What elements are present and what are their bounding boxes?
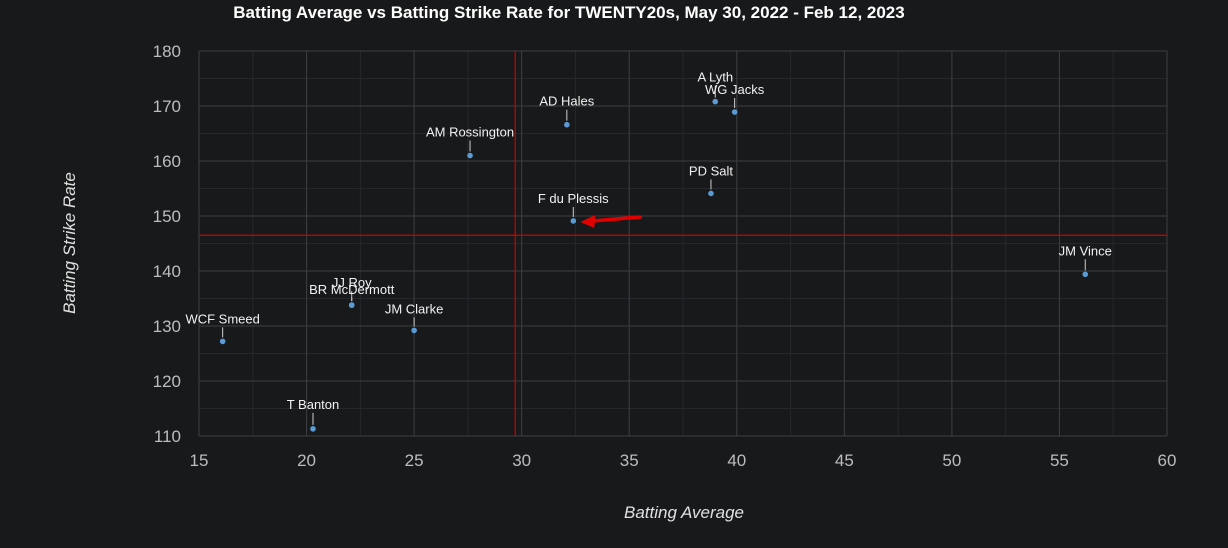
point-label: WG Jacks	[705, 82, 765, 97]
y-tick-label: 160	[153, 152, 181, 171]
point-label: AM Rossington	[426, 125, 514, 140]
data-point	[731, 109, 738, 115]
y-tick-label: 150	[153, 207, 181, 226]
y-tick-label: 170	[153, 97, 181, 116]
y-axis-title: Batting Strike Rate	[60, 172, 79, 314]
point-label: BR McDermott	[309, 282, 395, 297]
axis-ticks: 15 20 25 30 35 40 45 50 55 60 110 120 130 140 150 160 17…	[153, 42, 1177, 470]
y-tick-label: 120	[153, 372, 181, 391]
data-point	[411, 327, 417, 334]
data-point	[310, 426, 316, 432]
major-gridlines	[198, 50, 1168, 437]
x-axis-title: Batting Average	[624, 503, 744, 522]
data-point	[348, 302, 355, 308]
y-tick-label: 110	[154, 427, 181, 446]
reference-lines	[199, 51, 1167, 436]
data-point	[1082, 271, 1089, 278]
y-tick-label: 180	[153, 42, 181, 61]
data-point	[219, 338, 226, 345]
x-tick-label: 15	[190, 451, 209, 470]
x-tick-label: 50	[942, 451, 961, 470]
highlight-arrow	[580, 214, 643, 228]
arrow-head	[580, 214, 596, 228]
x-tick-label: 40	[727, 451, 746, 470]
x-tick-label: 55	[1050, 451, 1069, 470]
point-label: WCF Smeed	[185, 311, 259, 326]
data-point	[570, 218, 577, 224]
x-tick-label: 60	[1158, 451, 1177, 470]
data-point	[712, 98, 719, 105]
point-label: A Lyth	[697, 70, 733, 85]
point-label: F du Plessis	[538, 191, 609, 206]
point-label: PD Salt	[689, 163, 733, 178]
point-label: AD Hales	[539, 94, 594, 109]
x-tick-label: 35	[620, 451, 639, 470]
data-point	[564, 121, 570, 128]
y-tick-label: 130	[153, 317, 181, 336]
chart-title: Batting Average vs Batting Strike Rate f…	[233, 3, 904, 22]
y-tick-label: 140	[153, 262, 181, 281]
x-tick-label: 25	[405, 451, 424, 470]
point-label: JJ Roy	[332, 275, 372, 290]
point-label: T Banton	[287, 397, 340, 412]
x-tick-label: 45	[835, 451, 854, 470]
point-label: JM Vince	[1059, 243, 1112, 258]
x-tick-label: 20	[297, 451, 316, 470]
arrow-shaft	[590, 215, 643, 223]
data-point	[708, 190, 714, 197]
data-point	[467, 152, 473, 159]
minor-gridlines	[198, 50, 1168, 437]
point-label: JM Clarke	[385, 301, 444, 316]
x-tick-label: 30	[512, 451, 531, 470]
